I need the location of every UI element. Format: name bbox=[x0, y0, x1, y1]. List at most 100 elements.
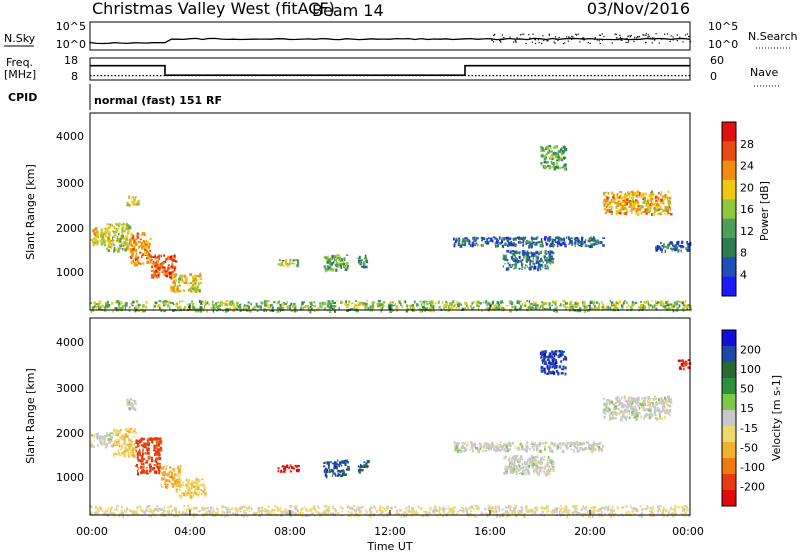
power-echo-cell bbox=[148, 247, 150, 250]
velocity-echo-cell bbox=[438, 512, 442, 515]
power-echo-cell bbox=[577, 238, 580, 241]
velocity-echo-cell bbox=[167, 506, 170, 509]
velocity-echo-cell bbox=[124, 450, 127, 453]
velocity-echo-cell bbox=[286, 512, 289, 516]
power-echo-cell bbox=[124, 248, 127, 252]
velocity-echo-cell bbox=[136, 452, 140, 456]
power-echo-cell bbox=[587, 304, 591, 307]
power-echo-cell bbox=[94, 232, 97, 236]
velocity-echo-cell bbox=[503, 443, 506, 446]
power-echo-cell bbox=[271, 309, 275, 312]
velocity-echo-cell bbox=[108, 442, 110, 444]
power-echo-cell bbox=[153, 261, 157, 265]
velocity-echo-cell bbox=[514, 505, 518, 508]
noise-search-point bbox=[621, 39, 623, 41]
power-echo-cell bbox=[186, 303, 190, 306]
power-echo-cell bbox=[130, 261, 134, 265]
power-echo-cell bbox=[185, 280, 188, 283]
power-echo-cell bbox=[144, 248, 147, 252]
power-echo-cell bbox=[369, 309, 372, 312]
power-echo-cell bbox=[445, 301, 448, 303]
colorbar-swatch bbox=[722, 122, 736, 142]
noise-search-point bbox=[651, 42, 653, 44]
velocity-echo-cell bbox=[633, 397, 636, 400]
power-echo-cell bbox=[328, 258, 331, 262]
power-echo-cell bbox=[531, 238, 534, 241]
velocity-echo-cell bbox=[148, 458, 150, 461]
velocity-echo-cell bbox=[408, 505, 410, 509]
power-echo-cell bbox=[281, 263, 284, 266]
cpid-label: CPID bbox=[8, 91, 37, 104]
power-echo-cell bbox=[532, 257, 534, 260]
power-echo-cell bbox=[175, 304, 178, 308]
power-echo-cell bbox=[600, 241, 603, 245]
power-echo-cell bbox=[521, 237, 524, 241]
power-echo-cell bbox=[348, 301, 350, 305]
colorbar-swatch bbox=[722, 180, 736, 200]
power-echo-cell bbox=[658, 205, 661, 208]
velocity-echo-cell bbox=[95, 433, 98, 436]
power-echo-cell bbox=[563, 242, 566, 245]
power-echo-cell bbox=[353, 306, 356, 310]
velocity-echo-cell bbox=[592, 446, 595, 448]
velocity-echo-cell bbox=[167, 479, 171, 482]
power-echo-cell bbox=[493, 300, 495, 302]
power-echo-cell bbox=[220, 301, 223, 304]
velocity-echo-cell bbox=[230, 507, 234, 510]
velocity-echo-cell bbox=[459, 509, 462, 512]
cpid-value: normal (fast) 151 RF bbox=[94, 94, 222, 107]
velocity-echo-cell bbox=[482, 445, 485, 449]
velocity-echo-cell bbox=[620, 410, 624, 414]
power-echo-cell bbox=[672, 309, 675, 313]
power-echo-cell bbox=[645, 211, 648, 215]
velocity-echo-cell bbox=[557, 371, 560, 376]
power-echo-cell bbox=[464, 307, 466, 310]
power-echo-cell bbox=[556, 236, 559, 240]
velocity-echo-cell bbox=[90, 505, 93, 508]
velocity-echo-cell bbox=[502, 445, 504, 448]
velocity-echo-cell bbox=[650, 406, 652, 408]
velocity-echo-cell bbox=[159, 442, 162, 445]
power-echo-cell bbox=[594, 307, 597, 311]
velocity-echo-cell bbox=[124, 454, 127, 458]
power-echo-cell bbox=[253, 306, 256, 310]
velocity-echo-cell bbox=[504, 449, 507, 453]
power-echo-cell bbox=[541, 302, 544, 306]
velocity-echo-cell bbox=[637, 404, 639, 408]
velocity-echo-cell bbox=[114, 514, 116, 518]
power-echo-cell bbox=[620, 203, 622, 206]
velocity-echo-cell bbox=[96, 512, 98, 514]
velocity-echo-cell bbox=[137, 443, 139, 446]
power-echo-cell bbox=[159, 263, 162, 266]
velocity-echo-cell bbox=[114, 452, 117, 455]
velocity-echo-cell bbox=[505, 455, 508, 458]
velocity-echo-cell bbox=[614, 411, 617, 415]
velocity-echo-cell bbox=[176, 478, 179, 481]
power-echo-cell bbox=[649, 196, 652, 200]
power-echo-cell bbox=[684, 304, 687, 308]
velocity-echo-cell bbox=[525, 462, 528, 465]
velocity-echo-cell bbox=[195, 481, 199, 485]
velocity-echo-cell bbox=[125, 508, 129, 511]
velocity-echo-cell bbox=[666, 514, 669, 518]
power-echo-cell bbox=[430, 309, 432, 313]
noise-search-point bbox=[501, 34, 503, 36]
noise-search-point bbox=[634, 36, 636, 38]
velocity-echo-cell bbox=[623, 403, 626, 406]
velocity-echo-cell bbox=[135, 442, 137, 444]
velocity-echo-cell bbox=[133, 435, 135, 438]
colorbar-tick-label: 4 bbox=[740, 268, 747, 281]
power-echo-cell bbox=[484, 300, 488, 304]
power-echo-cell bbox=[121, 247, 124, 251]
velocity-echo-cell bbox=[559, 350, 561, 353]
power-echo-cell bbox=[127, 224, 130, 227]
power-echo-cell bbox=[92, 229, 94, 233]
power-echo-cell bbox=[486, 238, 489, 241]
velocity-echo-cell bbox=[626, 406, 629, 409]
power-echo-cell bbox=[631, 200, 633, 203]
power-echo-cell bbox=[101, 237, 104, 241]
power-echo-cell bbox=[516, 250, 518, 255]
velocity-echo-cell bbox=[512, 463, 515, 466]
velocity-echo-cell bbox=[137, 451, 140, 454]
velocity-echo-cell bbox=[142, 437, 145, 441]
